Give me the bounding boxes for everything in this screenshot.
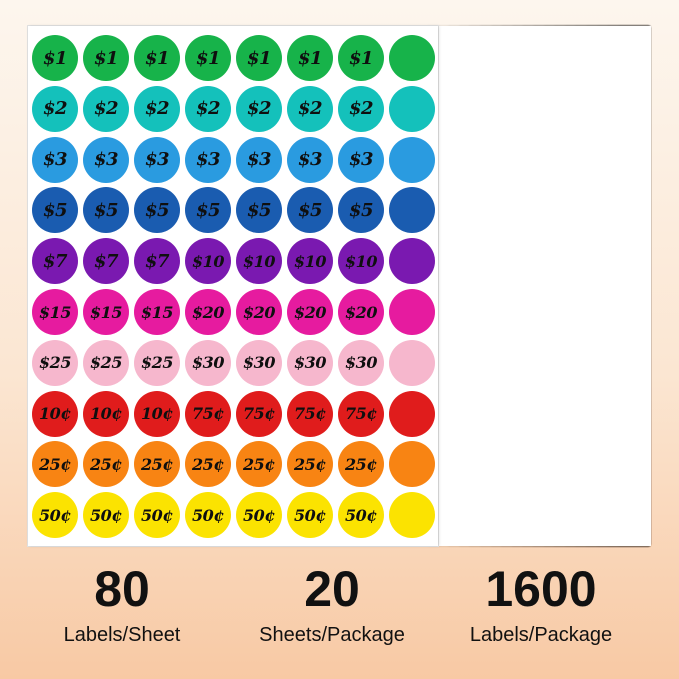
price-sticker: $30 xyxy=(185,339,231,386)
price-sticker: 50¢ xyxy=(338,492,384,539)
blank-sticker xyxy=(389,85,435,132)
stat-label: Labels/Package xyxy=(469,624,613,646)
price-sticker: 25¢ xyxy=(287,441,333,488)
stat-label: Labels/Sheet xyxy=(63,624,181,646)
price-sticker: $1 xyxy=(236,35,282,81)
price-sticker: 50¢ xyxy=(32,492,78,539)
price-sticker: $7 xyxy=(134,238,180,285)
blank-sticker xyxy=(389,289,435,335)
price-sticker: $3 xyxy=(83,136,129,183)
price-sticker: $3 xyxy=(32,136,78,183)
blank-sticker xyxy=(389,492,435,539)
price-sticker: $20 xyxy=(338,289,384,335)
price-sticker: $5 xyxy=(32,187,78,234)
price-sticker: $25 xyxy=(83,339,129,386)
price-sticker: $10 xyxy=(338,238,384,285)
stat-sheets-per-package: 20 Sheets/Package xyxy=(222,560,442,648)
price-sticker: 25¢ xyxy=(83,441,129,488)
blank-sticker xyxy=(389,441,435,488)
price-sticker: $3 xyxy=(287,136,333,183)
price-sticker: $25 xyxy=(134,339,180,386)
price-sticker: $1 xyxy=(338,35,384,81)
price-sticker: $5 xyxy=(185,187,231,234)
price-sticker: $3 xyxy=(236,136,282,183)
blank-sticker xyxy=(389,35,435,81)
price-sticker: $3 xyxy=(338,136,384,183)
price-sticker: 10¢ xyxy=(83,390,129,437)
price-sticker: $10 xyxy=(287,238,333,285)
stat-labels-per-package: 1600 Labels/Package xyxy=(431,560,651,648)
price-sticker: $2 xyxy=(236,85,282,132)
price-sticker: $15 xyxy=(32,289,78,335)
sticker-sheets: $1 $1 $1 $1 $1 $1 $1 $2 $2 $2 $2 $2 $2 $2 $3 $3 $3 $3 $3 $3… xyxy=(28,26,651,546)
price-sticker: $20 xyxy=(287,289,333,335)
blank-sticker xyxy=(389,187,435,234)
price-sticker: 25¢ xyxy=(185,441,231,488)
stat-label: Sheets/Package xyxy=(259,624,405,646)
price-sticker: $2 xyxy=(338,85,384,132)
price-sticker: $2 xyxy=(287,85,333,132)
stat-labels-per-sheet: 80 Labels/Sheet xyxy=(12,560,232,648)
price-sticker: 25¢ xyxy=(134,441,180,488)
price-sticker: $2 xyxy=(32,85,78,132)
price-sticker: $5 xyxy=(134,187,180,234)
price-sticker: $5 xyxy=(83,187,129,234)
price-sticker: $1 xyxy=(32,35,78,81)
price-sticker: $2 xyxy=(134,85,180,132)
price-sticker: $2 xyxy=(185,85,231,132)
price-sticker: $15 xyxy=(83,289,129,335)
price-sticker: 50¢ xyxy=(185,492,231,539)
price-sticker: $20 xyxy=(185,289,231,335)
price-sticker: $7 xyxy=(32,238,78,285)
price-sticker: $5 xyxy=(338,187,384,234)
blank-sticker xyxy=(389,339,435,386)
package-stats: 80 Labels/Sheet 20 Sheets/Package 1600 L… xyxy=(0,560,679,670)
price-sticker: $1 xyxy=(134,35,180,81)
price-sticker: $5 xyxy=(236,187,282,234)
price-sticker: 50¢ xyxy=(134,492,180,539)
price-sticker: $1 xyxy=(185,35,231,81)
blank-sticker xyxy=(389,238,435,285)
price-sticker: 50¢ xyxy=(236,492,282,539)
price-sticker: 50¢ xyxy=(287,492,333,539)
price-sticker: 25¢ xyxy=(32,441,78,488)
price-sticker: 75¢ xyxy=(236,390,282,437)
price-sticker: $30 xyxy=(287,339,333,386)
stat-number: 20 xyxy=(304,561,360,617)
price-sticker: 25¢ xyxy=(338,441,384,488)
price-sticker: $1 xyxy=(287,35,333,81)
price-sticker: $15 xyxy=(134,289,180,335)
stat-number: 80 xyxy=(94,561,150,617)
price-sticker: $25 xyxy=(32,339,78,386)
blank-sticker xyxy=(389,390,435,437)
price-sticker: $30 xyxy=(236,339,282,386)
price-sticker: 10¢ xyxy=(32,390,78,437)
blank-sticker xyxy=(389,136,435,183)
price-sticker: $3 xyxy=(134,136,180,183)
price-sticker: 75¢ xyxy=(287,390,333,437)
price-sticker: $5 xyxy=(287,187,333,234)
price-sticker: $3 xyxy=(185,136,231,183)
price-sticker: $1 xyxy=(83,35,129,81)
price-sticker: 25¢ xyxy=(236,441,282,488)
price-sticker: $10 xyxy=(185,238,231,285)
price-sticker: 75¢ xyxy=(338,390,384,437)
front-sticker-sheet: $1 $1 $1 $1 $1 $1 $1 $2 $2 $2 $2 $2 $2 $2 $3 $3 $3 $3 $3 $3… xyxy=(28,26,438,546)
price-sticker: $7 xyxy=(83,238,129,285)
price-sticker: $2 xyxy=(83,85,129,132)
price-sticker: $30 xyxy=(338,339,384,386)
stat-number: 1600 xyxy=(485,561,597,617)
price-sticker: $10 xyxy=(236,238,282,285)
price-sticker: 75¢ xyxy=(185,390,231,437)
price-sticker: $20 xyxy=(236,289,282,335)
price-sticker: 50¢ xyxy=(83,492,129,539)
price-sticker: 10¢ xyxy=(134,390,180,437)
back-sheet xyxy=(428,26,651,546)
